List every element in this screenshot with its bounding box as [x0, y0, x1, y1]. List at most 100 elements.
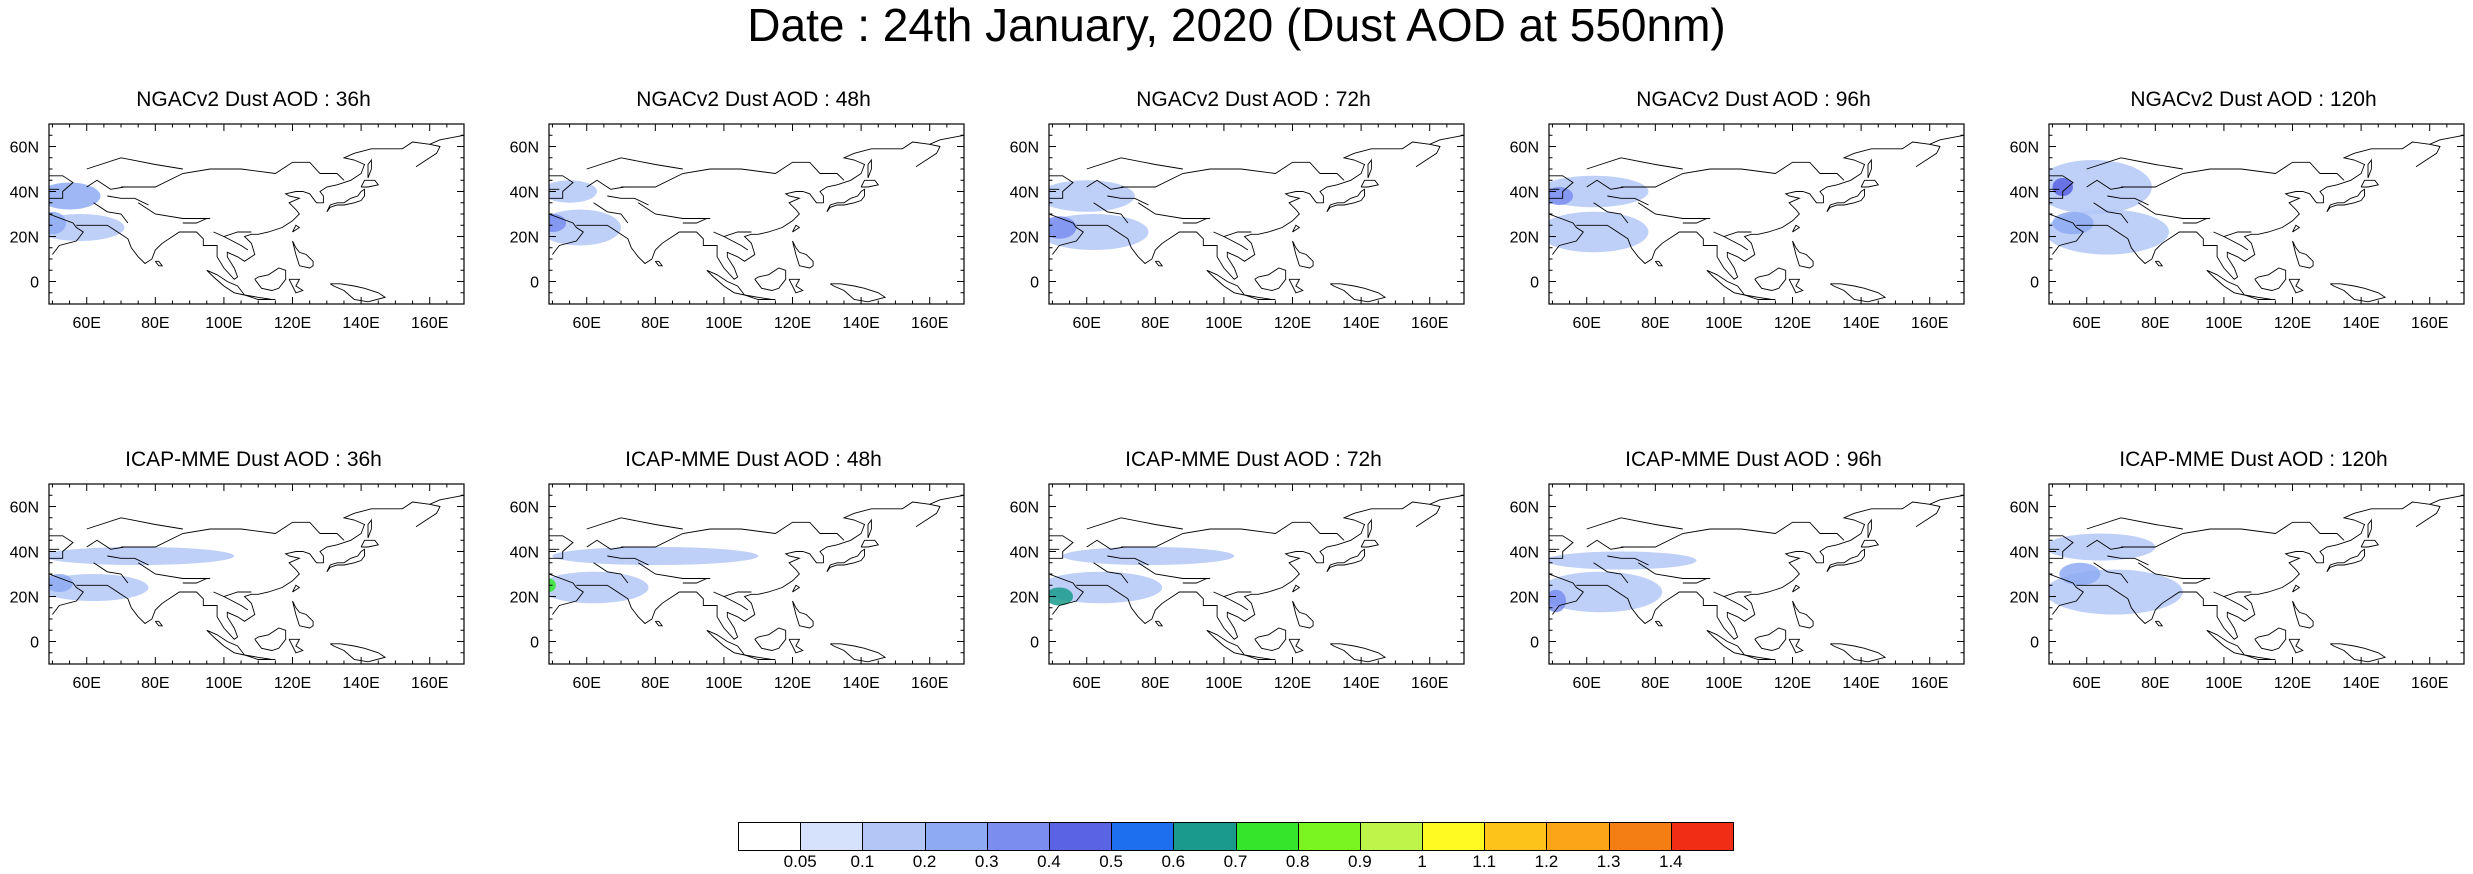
lat-tick-label: 60N — [2010, 140, 2039, 157]
coastline — [2367, 158, 2372, 179]
lat-tick-label: 20N — [10, 230, 39, 247]
coastline — [2137, 562, 2211, 579]
map-frame — [548, 123, 965, 305]
coastline — [2254, 267, 2287, 291]
coastline — [586, 517, 683, 530]
colorbar-swatch — [986, 822, 1050, 851]
coastline — [329, 643, 387, 663]
coastline — [86, 539, 125, 550]
coastline — [637, 562, 711, 579]
colorbar-label: 0.8 — [1285, 852, 1310, 871]
colorbar-swatch — [862, 822, 926, 851]
colorbar-swatch — [800, 822, 864, 851]
dust-plume — [49, 547, 235, 565]
lat-tick-label: 0 — [1530, 275, 1539, 292]
coastline — [1093, 562, 1129, 584]
coastline — [1137, 202, 1211, 219]
coastline — [593, 202, 629, 224]
coastline — [1607, 555, 1649, 566]
coastline — [121, 521, 345, 548]
coastline — [723, 236, 749, 251]
coastline — [1637, 562, 1711, 579]
dust-plume — [549, 209, 622, 246]
coastline — [86, 157, 183, 170]
panel-title: NGACv2 Dust AOD : 72h — [1136, 88, 1371, 111]
coastline — [288, 278, 304, 294]
coastline — [621, 161, 845, 188]
coastline — [2154, 620, 2164, 627]
coastline — [1049, 573, 1084, 615]
coastline — [1049, 213, 1084, 255]
coastline — [1223, 596, 1249, 611]
coastline — [2329, 283, 2387, 303]
lat-tick-label: 20N — [1010, 590, 1039, 607]
lat-tick-label: 60N — [1510, 140, 1539, 157]
lat-tick-label: 20N — [2010, 230, 2039, 247]
lat-tick-label: 20N — [1010, 230, 1039, 247]
coastline — [829, 283, 887, 303]
coastline — [754, 267, 787, 291]
coastline — [1549, 535, 1574, 559]
coastline — [223, 236, 249, 251]
lat-tick-label: 20N — [510, 230, 539, 247]
lat-tick-label: 40N — [1010, 545, 1039, 562]
coastline — [576, 494, 964, 640]
coastline — [2213, 591, 2252, 597]
lon-tick-label: 120E — [1274, 315, 1311, 332]
lat-tick-label: 0 — [1030, 275, 1039, 292]
coastline — [213, 591, 252, 597]
coastline — [549, 573, 584, 615]
coastline — [2213, 231, 2252, 237]
coastline — [654, 620, 664, 627]
lon-tick-label: 100E — [1705, 315, 1742, 332]
coastline — [1137, 562, 1211, 579]
coastline — [637, 202, 711, 219]
lon-tick-label: 80E — [1641, 315, 1669, 332]
coastline — [2367, 518, 2372, 539]
colorbar-label: 0.5 — [1099, 852, 1123, 871]
coastline — [254, 627, 287, 651]
lon-tick-label: 100E — [705, 315, 742, 332]
coastline — [1754, 267, 1787, 291]
lat-tick-label: 40N — [1010, 185, 1039, 202]
coastline — [1223, 236, 1249, 251]
lon-tick-label: 100E — [205, 675, 242, 692]
coastline — [1593, 202, 1629, 224]
colorbar-swatch — [1173, 822, 1237, 851]
coastline — [1049, 175, 1074, 199]
coastline — [1829, 283, 1887, 303]
coastline — [2086, 539, 2125, 550]
coastline — [76, 134, 464, 280]
coastline — [2182, 218, 2207, 224]
coastline — [549, 175, 574, 199]
coastline — [1254, 267, 1287, 291]
lon-tick-label: 60E — [72, 675, 100, 692]
colorbar-label: 0.3 — [974, 852, 999, 871]
coastline — [1326, 188, 1365, 213]
coastline — [154, 620, 164, 627]
map-panel: NGACv2 Dust AOD : 96h 60E 80E 100E 120E 140E 1… — [1500, 88, 1970, 370]
coastline — [1107, 555, 1149, 566]
coastline — [1867, 158, 1872, 179]
coastline — [1744, 294, 1776, 300]
dust-plume — [1049, 180, 1135, 212]
lon-tick-label: 160E — [1911, 315, 1948, 332]
coastline — [1292, 240, 1314, 269]
coastline — [1121, 521, 1345, 548]
lat-tick-label: 20N — [1510, 590, 1539, 607]
coastline — [2093, 202, 2129, 224]
lon-tick-label: 160E — [911, 315, 948, 332]
coastline — [1586, 517, 1683, 530]
lon-tick-label: 60E — [72, 315, 100, 332]
coastline — [915, 143, 941, 168]
coastline — [1326, 548, 1365, 573]
coastline — [86, 179, 125, 190]
lon-tick-label: 160E — [411, 315, 448, 332]
coastline — [706, 269, 746, 296]
coastline — [586, 539, 625, 550]
coastline — [2223, 236, 2249, 251]
coastline — [1086, 157, 1183, 170]
colorbar-swatch — [1670, 822, 1734, 851]
colorbar-label: 1 — [1417, 852, 1427, 871]
coastline — [76, 494, 464, 640]
